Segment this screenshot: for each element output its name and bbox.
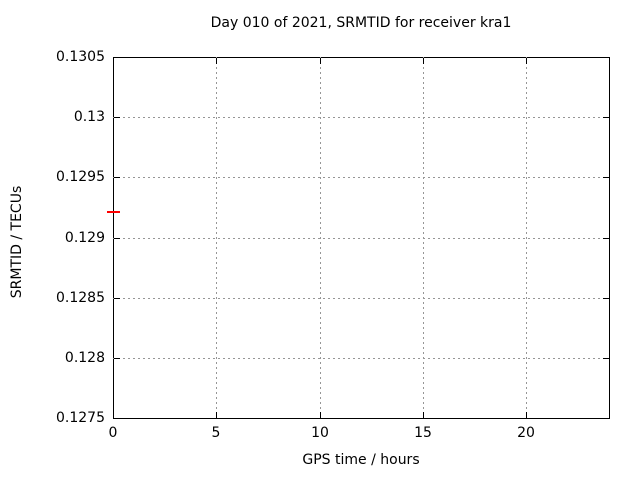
y-tick-label: 0.129 xyxy=(64,230,105,246)
x-tick-label: 5 xyxy=(211,425,221,441)
x-axis-label: GPS time / hours xyxy=(302,452,420,468)
gridline-horizontal xyxy=(113,298,609,299)
y-tick-mark-left xyxy=(114,117,120,118)
y-tick-label: 0.1275 xyxy=(56,410,105,426)
x-tick-label: 15 xyxy=(414,425,432,441)
y-tick-mark-left xyxy=(114,298,120,299)
y-tick-mark-left xyxy=(114,358,120,359)
x-tick-mark-bottom xyxy=(320,412,321,418)
y-tick-mark-right xyxy=(603,358,609,359)
x-tick-mark-top xyxy=(320,58,321,64)
x-tick-label: 0 xyxy=(108,425,118,441)
gridline-vertical xyxy=(216,57,217,418)
y-tick-mark-right xyxy=(603,117,609,118)
x-tick-mark-top xyxy=(113,58,114,64)
gridline-horizontal xyxy=(113,117,609,118)
y-tick-label: 0.1295 xyxy=(56,169,105,185)
x-tick-mark-bottom xyxy=(423,412,424,418)
gridline-horizontal xyxy=(113,238,609,239)
y-tick-label: 0.128 xyxy=(64,350,105,366)
y-tick-mark-right xyxy=(603,57,609,58)
y-tick-mark-right xyxy=(603,298,609,299)
x-tick-label: 20 xyxy=(517,425,535,441)
y-tick-mark-left xyxy=(114,238,120,239)
gridline-vertical xyxy=(423,57,424,418)
x-tick-mark-top xyxy=(216,58,217,64)
y-tick-mark-left xyxy=(114,57,120,58)
x-tick-mark-bottom xyxy=(113,412,114,418)
y-tick-mark-left xyxy=(114,177,120,178)
y-tick-label: 0.1285 xyxy=(56,290,105,306)
gridline-horizontal xyxy=(113,177,609,178)
y-tick-mark-right xyxy=(603,418,609,419)
y-tick-mark-right xyxy=(603,238,609,239)
gridline-horizontal xyxy=(113,358,609,359)
y-tick-label: 0.13 xyxy=(73,109,105,125)
x-tick-mark-bottom xyxy=(526,412,527,418)
data-point-marker xyxy=(107,211,120,213)
y-tick-label: 0.1305 xyxy=(56,49,105,65)
chart-title: Day 010 of 2021, SRMTID for receiver kra… xyxy=(210,15,512,31)
y-tick-mark-left xyxy=(114,418,120,419)
gridline-vertical xyxy=(320,57,321,418)
x-tick-mark-bottom xyxy=(216,412,217,418)
x-tick-mark-top xyxy=(526,58,527,64)
x-tick-mark-top xyxy=(423,58,424,64)
y-tick-mark-right xyxy=(603,177,609,178)
gridline-vertical xyxy=(526,57,527,418)
x-tick-label: 10 xyxy=(311,425,329,441)
